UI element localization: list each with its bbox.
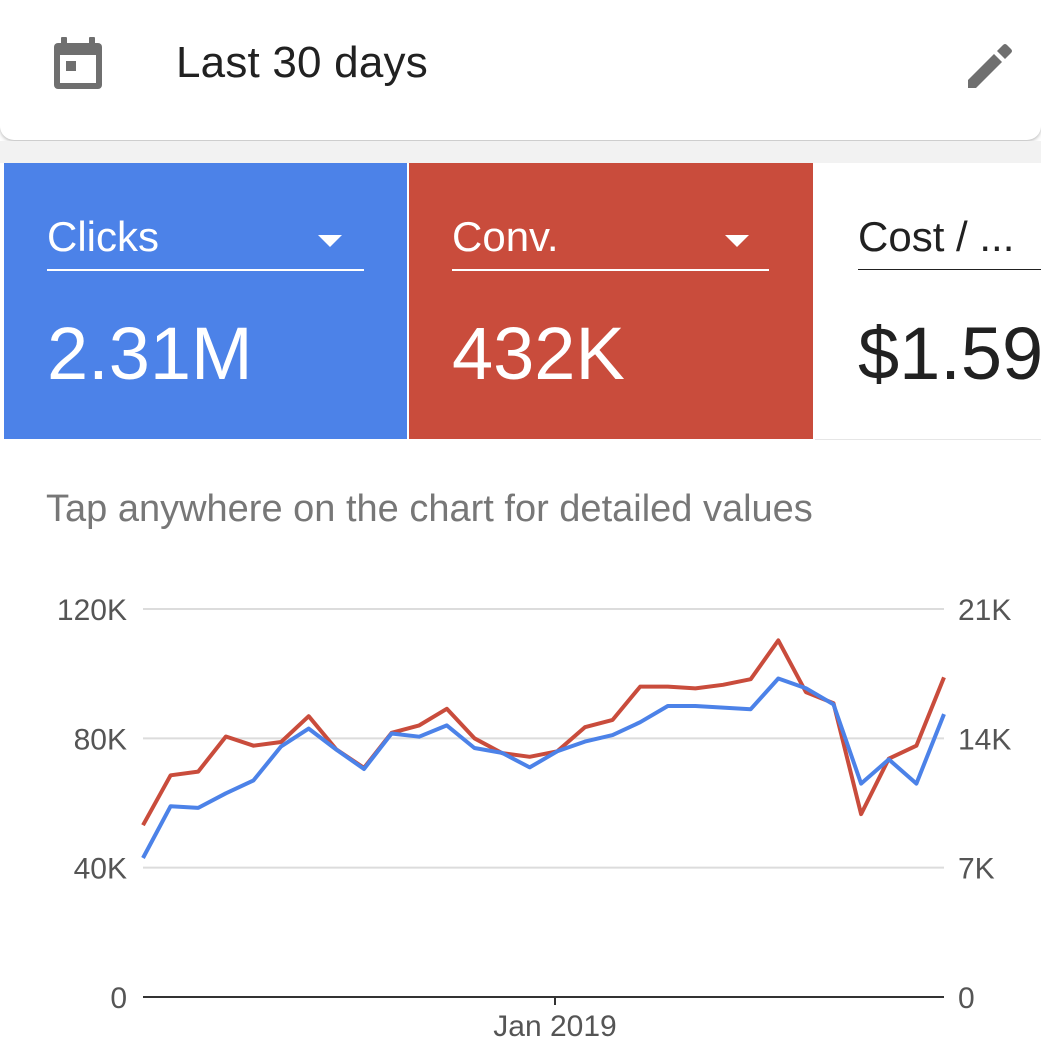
metric-underline <box>858 269 1041 270</box>
chart-gridlines <box>143 608 944 1005</box>
metric-card-clicks[interactable]: Clicks 2.31M <box>4 163 407 439</box>
y-left-tick-label: 40K <box>74 853 127 886</box>
metric-label-conversions: Conv. <box>452 213 559 260</box>
chart-series <box>141 638 946 859</box>
y-left-tick-label: 0 <box>110 982 127 1015</box>
x-axis-label: Jan 2019 <box>493 1010 616 1043</box>
series-line-conversions <box>141 638 946 827</box>
metric-label-cost: Cost / ... <box>858 213 1015 260</box>
y-right-tick-label: 0 <box>958 982 975 1015</box>
date-range-bar[interactable]: Last 30 days <box>0 0 1041 140</box>
y-left-tick-label: 80K <box>74 723 127 756</box>
y-right-tick-label: 7K <box>958 853 995 886</box>
performance-chart[interactable]: 120K 21K 80K 14K 40K 7K 0 0 Jan 2019 <box>0 580 1041 1050</box>
series-line-clicks <box>141 676 946 859</box>
y-left-tick-label: 120K <box>57 594 127 627</box>
separator-band <box>0 141 1041 163</box>
metric-value-conversions: 432K <box>452 312 625 395</box>
chart-tick-labels: 120K 21K 80K 14K 40K 7K 0 0 <box>57 594 1011 1015</box>
metric-underline <box>452 269 769 271</box>
metric-underline <box>47 269 364 271</box>
metric-card-conversions[interactable]: Conv. 432K <box>409 163 813 439</box>
dropdown-caret-icon[interactable] <box>318 235 342 247</box>
metric-value-cost: $1.59 <box>858 312 1041 395</box>
metric-card-cost[interactable]: Cost / ... $1.59 <box>815 163 1041 440</box>
pencil-icon[interactable] <box>962 38 1018 94</box>
chart-hint-text: Tap anywhere on the chart for detailed v… <box>46 488 813 530</box>
metric-label-clicks: Clicks <box>47 213 159 260</box>
dropdown-caret-icon[interactable] <box>725 235 749 247</box>
metric-value-clicks: 2.31M <box>47 312 253 395</box>
date-range-label: Last 30 days <box>176 38 428 87</box>
calendar-icon[interactable] <box>50 35 106 93</box>
y-right-tick-label: 14K <box>958 723 1011 756</box>
y-right-tick-label: 21K <box>958 594 1011 627</box>
